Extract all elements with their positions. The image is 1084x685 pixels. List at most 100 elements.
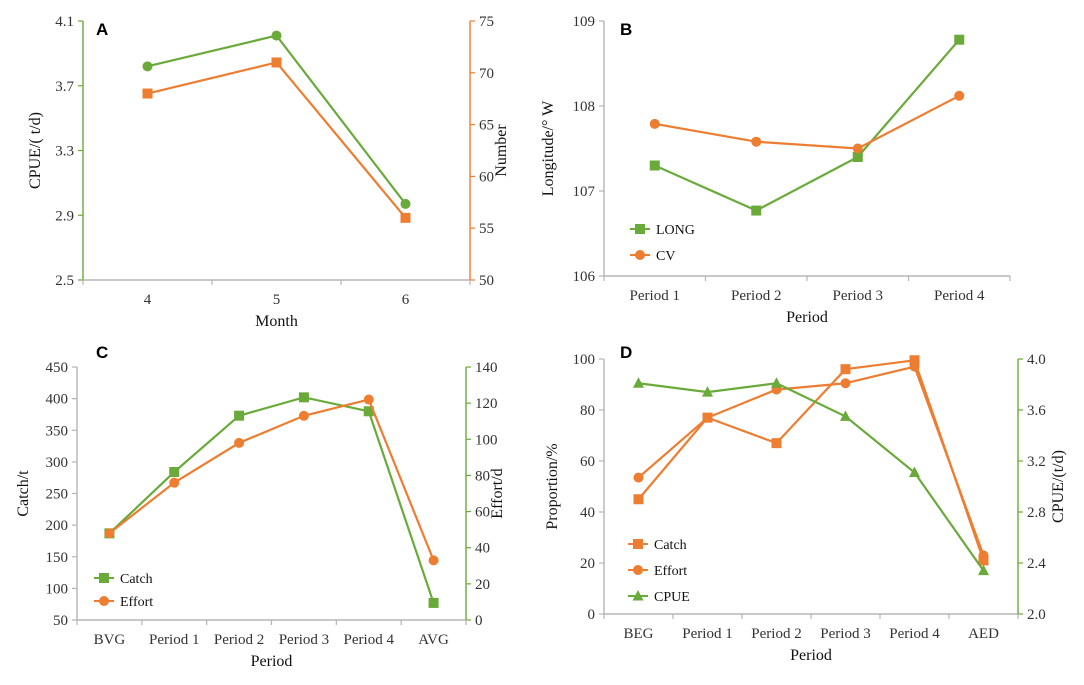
data-point-effort: [169, 477, 180, 488]
series-line-number: [147, 61, 407, 219]
x-tick-label: Period 2: [214, 632, 264, 648]
left-tick-label: 50: [53, 613, 68, 629]
panel-label: B: [620, 20, 632, 39]
data-point-catch: [428, 597, 439, 608]
panel-label: D: [620, 343, 632, 362]
right-tick-label: 2.8: [1027, 505, 1046, 521]
data-point-cv: [954, 90, 965, 101]
legend-label: LONG: [656, 223, 695, 238]
right-axis-title: CPUE/(t/d): [1050, 450, 1067, 523]
right-axis-title: Number: [493, 124, 510, 177]
right-tick-label: 0: [475, 613, 483, 629]
x-axis-title: Month: [255, 313, 298, 330]
panel-d: 0 20 40 60 80 100 2.0 2.4 2.8 3.2 3.6 4.0 BEG Period …: [573, 343, 1047, 664]
series-line-effort: [108, 398, 435, 561]
x-tick-label: Period 4: [934, 288, 985, 304]
data-point-long: [852, 152, 863, 162]
legend-marker: [633, 539, 643, 549]
x-tick-label: Period 4: [344, 632, 395, 648]
right-tick-label: 2.4: [1027, 556, 1046, 572]
left-tick-label: 107: [573, 184, 596, 200]
data-point-number: [400, 212, 411, 223]
x-axis-title: Period: [251, 653, 293, 670]
data-point-catch: [771, 438, 782, 449]
data-point-cpue: [633, 377, 644, 388]
series-line-cv: [654, 94, 960, 150]
legend-marker: [99, 573, 109, 583]
x-axis-title: Period: [786, 309, 828, 326]
data-point-long: [751, 205, 762, 216]
data-point-long: [649, 160, 660, 171]
left-tick-label: 3.7: [55, 79, 74, 95]
data-point-cpue: [840, 410, 851, 421]
x-tick-label: Period 1: [630, 288, 680, 304]
data-point-effort: [909, 361, 920, 372]
data-point-cpue: [142, 61, 153, 72]
data-point-catch: [363, 406, 374, 417]
data-point-effort: [633, 472, 644, 483]
left-tick-label: 150: [46, 550, 69, 566]
x-tick-label: Period 4: [889, 626, 940, 642]
data-point-effort: [428, 555, 439, 566]
x-tick-label: Period 3: [820, 626, 870, 642]
left-tick-label: 106: [573, 269, 596, 285]
right-tick-label: 50: [479, 273, 494, 289]
left-tick-label: 20: [580, 556, 595, 572]
left-tick-label: 2.9: [55, 208, 74, 224]
left-axis-title: CPUE/( t/d): [27, 112, 44, 189]
legend-marker: [99, 596, 109, 606]
left-tick-label: 100: [573, 352, 596, 368]
left-tick-label: 2.5: [55, 273, 74, 289]
data-point-cv: [751, 136, 762, 147]
series-line-catch: [637, 359, 985, 561]
data-point-cpue: [909, 466, 920, 477]
left-tick-label: 60: [580, 454, 595, 470]
panel-b: 106 107 108 109 Period 1 Period 2 Period 3 Peri…: [573, 14, 1011, 326]
right-axis-title: Effort/d: [489, 468, 506, 518]
right-tick-label: 75: [479, 14, 494, 30]
legend-label: Effort: [654, 564, 687, 579]
left-tick-label: 0: [588, 607, 596, 623]
legend-marker: [635, 224, 645, 234]
series-line-cpue: [638, 382, 985, 572]
right-tick-label: 20: [475, 577, 490, 593]
data-point-effort: [702, 412, 713, 423]
panel-c: 50 100 150 200 250 300 350 400 450 0 20 40 60 80 100 12…: [46, 343, 498, 670]
right-tick-label: 60: [479, 169, 494, 185]
data-point-cpue: [400, 198, 411, 209]
data-point-effort: [363, 394, 374, 405]
right-tick-label: 60: [475, 505, 490, 521]
data-point-effort: [978, 550, 989, 561]
right-tick-label: 100: [475, 432, 498, 448]
legend-marker: [635, 250, 645, 260]
data-point-catch: [298, 392, 309, 403]
legend-label: Catch: [654, 538, 687, 553]
legend-marker: [632, 590, 644, 601]
x-tick-label: 4: [144, 292, 152, 308]
x-tick-label: AED: [968, 626, 999, 642]
data-point-cv: [649, 118, 660, 129]
left-tick-label: 400: [46, 392, 69, 408]
left-tick-label: 100: [46, 581, 69, 597]
panel-label: A: [96, 20, 108, 39]
x-tick-label: BVG: [94, 632, 126, 648]
data-point-number: [142, 88, 153, 99]
right-tick-label: 140: [475, 360, 498, 376]
left-tick-label: 350: [46, 423, 69, 439]
left-axis-title: Longitude/° W: [540, 100, 557, 196]
right-tick-label: 55: [479, 221, 494, 237]
data-point-cpue: [271, 30, 282, 41]
x-tick-label: 5: [273, 292, 281, 308]
left-axis-title: Proportion/%: [544, 443, 561, 529]
data-point-cpue: [702, 386, 713, 397]
left-tick-label: 300: [46, 455, 69, 471]
x-tick-label: 6: [402, 292, 410, 308]
right-tick-label: 3.2: [1027, 454, 1046, 470]
left-tick-label: 108: [573, 99, 596, 115]
x-tick-label: Period 2: [751, 626, 801, 642]
panel-label: C: [96, 343, 108, 362]
x-tick-label: Period 1: [149, 632, 199, 648]
left-tick-label: 250: [46, 487, 69, 503]
left-tick-label: 4.1: [55, 14, 74, 30]
right-tick-label: 120: [475, 396, 498, 412]
